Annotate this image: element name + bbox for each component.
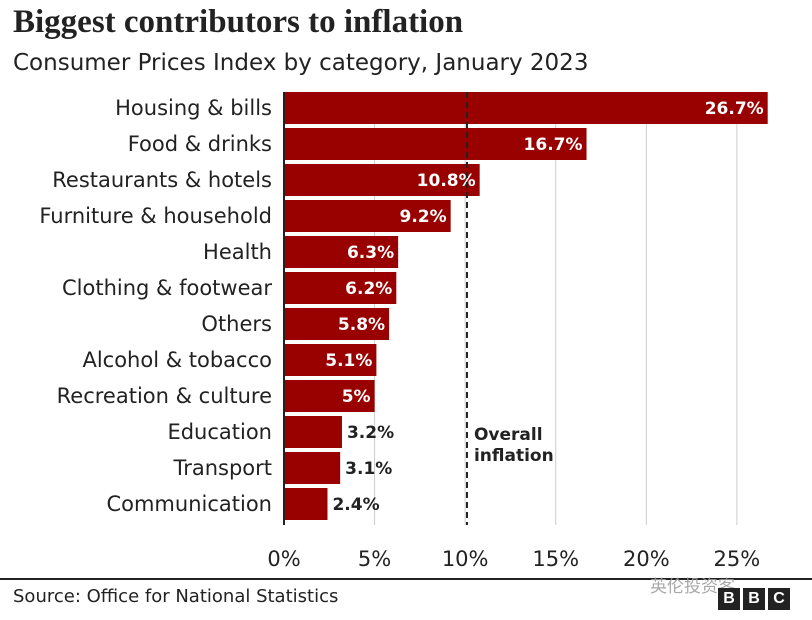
- overall-inflation-label: Overall: [474, 425, 543, 445]
- x-tick-label: 25%: [714, 547, 761, 571]
- category-label: Furniture & household: [39, 204, 272, 228]
- chart-subtitle: Consumer Prices Index by category, Janua…: [13, 50, 589, 76]
- category-label: Housing & bills: [115, 96, 272, 120]
- bar: [284, 488, 328, 520]
- bar: [284, 200, 451, 232]
- source-note: Source: Office for National Statistics: [13, 586, 339, 607]
- category-label: Others: [201, 312, 272, 336]
- wechat-watermark: 英伦投资客: [650, 577, 735, 596]
- category-label: Education: [167, 420, 272, 444]
- logo-letter: B: [743, 588, 765, 610]
- value-label: 5.8%: [338, 315, 385, 335]
- footer-divider: [0, 578, 812, 580]
- bar: [284, 92, 768, 124]
- value-label: 6.3%: [347, 243, 394, 263]
- value-label: 9.2%: [400, 207, 447, 227]
- bar: [284, 236, 399, 268]
- bbc-logo: B B C: [718, 588, 790, 610]
- category-label: Alcohol & tobacco: [82, 348, 272, 372]
- bar: [284, 308, 390, 340]
- value-label: 2.4%: [332, 495, 379, 515]
- category-label: Clothing & footwear: [62, 276, 272, 300]
- category-label: Recreation & culture: [57, 384, 272, 408]
- value-label: 5.1%: [325, 351, 372, 371]
- x-tick-label: 10%: [442, 547, 489, 571]
- x-tick-label: 0%: [267, 547, 300, 571]
- category-label: Health: [203, 240, 272, 264]
- category-label: Communication: [106, 492, 272, 516]
- x-tick-label: 5%: [358, 547, 391, 571]
- bar: [284, 452, 341, 484]
- bar: [284, 344, 377, 376]
- category-label: Transport: [172, 456, 272, 480]
- bar: [284, 164, 480, 196]
- value-label: 5%: [342, 387, 371, 407]
- value-label: 10.8%: [417, 171, 476, 191]
- bar: [284, 416, 342, 448]
- value-label: 3.1%: [345, 459, 392, 479]
- value-label: 16.7%: [524, 135, 583, 155]
- logo-letter: B: [718, 588, 740, 610]
- x-tick-label: 15%: [532, 547, 579, 571]
- category-label: Food & drinks: [128, 132, 272, 156]
- category-label: Restaurants & hotels: [52, 168, 272, 192]
- bar: [284, 380, 375, 412]
- value-label: 3.2%: [347, 423, 394, 443]
- bar: [284, 272, 397, 304]
- overall-inflation-label: inflation: [474, 446, 554, 466]
- bar-chart: Housing & bills 26.7% Food & drinks 16.7% Re…: [39, 92, 768, 571]
- chart-title: Biggest contributors to inflation: [13, 4, 464, 40]
- bar: [284, 128, 587, 160]
- logo-letter: C: [768, 588, 790, 610]
- value-label: 26.7%: [705, 99, 764, 119]
- x-tick-label: 20%: [623, 547, 670, 571]
- value-label: 6.2%: [345, 279, 392, 299]
